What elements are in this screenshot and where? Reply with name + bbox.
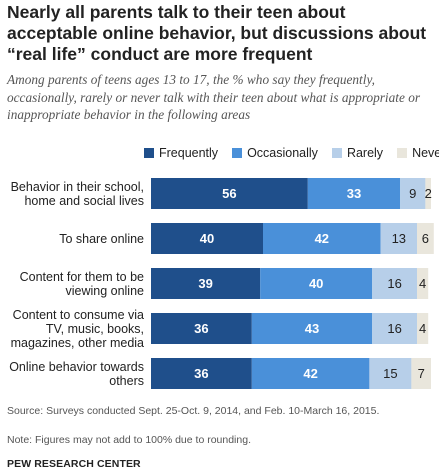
data-label-frequently: 36 xyxy=(194,321,208,336)
legend-label-frequently: Frequently xyxy=(159,146,219,160)
category-label: To share online xyxy=(59,232,144,246)
bar-segment-never xyxy=(411,358,431,389)
category-label: TV, music, books, xyxy=(46,322,144,336)
data-label-frequently: 39 xyxy=(198,276,212,291)
legend-label-never: Never xyxy=(412,146,439,160)
data-label-never: 2 xyxy=(425,186,432,201)
data-label-occasionally: 40 xyxy=(309,276,323,291)
bar-segment-never xyxy=(425,178,431,209)
legend-swatch-rarely xyxy=(331,148,342,158)
legend-swatch-frequently xyxy=(144,148,154,158)
data-label-frequently: 56 xyxy=(222,186,236,201)
bar-segment-frequently xyxy=(151,178,308,209)
category-label: Online behavior towards xyxy=(9,360,144,374)
data-label-rarely: 13 xyxy=(392,231,406,246)
data-label-occasionally: 42 xyxy=(315,231,329,246)
legend-item-occasionally: Occasionally xyxy=(232,146,318,160)
data-label-rarely: 15 xyxy=(383,366,397,381)
stacked-bar-chart: Behavior in their school,home and social… xyxy=(9,178,434,389)
legend-swatch-occasionally xyxy=(232,148,243,158)
legend-label-rarely: Rarely xyxy=(346,146,384,160)
bar-segment-rarely xyxy=(400,178,426,209)
bar-segment-never xyxy=(417,268,429,299)
bar-segment-rarely xyxy=(380,223,417,254)
category-label: Content for them to be xyxy=(20,270,144,284)
category-label: home and social lives xyxy=(24,194,144,208)
data-label-never: 7 xyxy=(418,366,425,381)
bar-segment-occasionally xyxy=(263,223,381,254)
legend-item-frequently: Frequently xyxy=(144,146,218,160)
bar-segment-rarely xyxy=(372,268,417,299)
data-label-rarely: 9 xyxy=(409,186,416,201)
chart-subtitle: Among parents of teens ages 13 to 17, th… xyxy=(7,72,421,122)
data-label-never: 6 xyxy=(422,231,429,246)
bar-segment-occasionally xyxy=(251,358,370,389)
data-label-occasionally: 42 xyxy=(303,366,317,381)
data-label-rarely: 16 xyxy=(387,276,401,291)
category-label: Behavior in their school, xyxy=(11,180,144,194)
legend: Frequently Occasionally Rarely Never xyxy=(144,146,439,160)
legend-item-rarely: Rarely xyxy=(331,146,384,160)
bar-segment-rarely xyxy=(369,358,412,389)
data-label-occasionally: 33 xyxy=(347,186,361,201)
bar-segment-occasionally xyxy=(251,313,373,344)
chart-title: Nearly all parents talk to their teen ab… xyxy=(7,2,427,64)
category-label: magazines, other media xyxy=(11,336,144,350)
legend-swatch-never xyxy=(397,148,408,158)
pew-logo-text: PEW RESEARCH CENTER xyxy=(7,458,141,470)
source-note: Source: Surveys conducted Sept. 25-Oct. … xyxy=(7,405,380,417)
category-label: Content to consume via xyxy=(13,308,144,322)
category-label: viewing online xyxy=(65,284,144,298)
bar-segment-never xyxy=(417,223,434,254)
bar-segment-occasionally xyxy=(260,268,373,299)
legend-item-never: Never xyxy=(397,146,439,160)
legend-label-occasionally: Occasionally xyxy=(247,146,318,160)
data-label-frequently: 36 xyxy=(194,366,208,381)
bar-segment-frequently xyxy=(151,268,261,299)
data-label-never: 4 xyxy=(419,321,426,336)
data-label-occasionally: 43 xyxy=(305,321,319,336)
bar-segment-never xyxy=(417,313,429,344)
bar-segment-occasionally xyxy=(307,178,401,209)
rounding-note: Note: Figures may not add to 100% due to… xyxy=(7,434,251,446)
data-label-never: 4 xyxy=(419,276,426,291)
category-label: others xyxy=(109,374,144,388)
bar-segment-frequently xyxy=(151,223,263,254)
bar-segment-frequently xyxy=(151,313,252,344)
data-label-rarely: 16 xyxy=(387,321,401,336)
data-label-frequently: 40 xyxy=(200,231,214,246)
bar-segment-rarely xyxy=(372,313,417,344)
bar-segment-frequently xyxy=(151,358,252,389)
